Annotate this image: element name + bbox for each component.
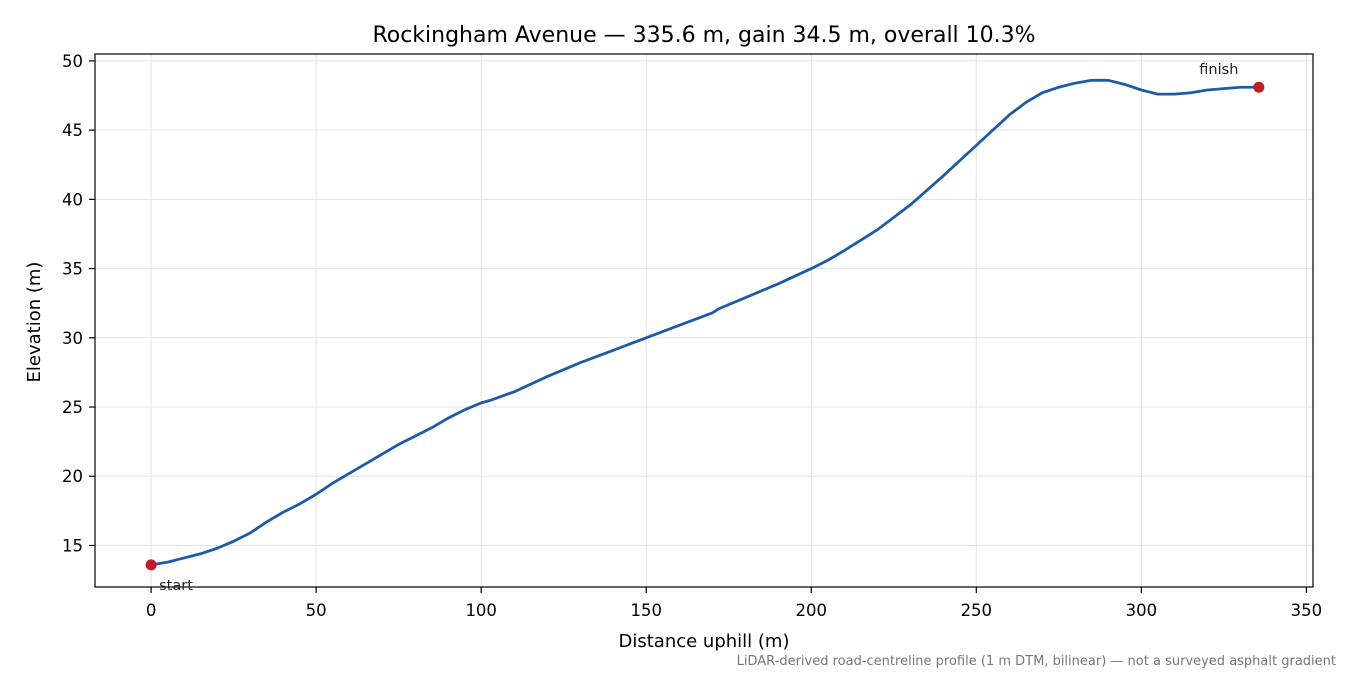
finish-label: finish (1199, 62, 1238, 78)
y-tick-label: 45 (62, 121, 83, 140)
x-tick-label: 300 (1126, 601, 1158, 620)
y-tick-label: 15 (62, 536, 83, 555)
endpoint-markers: start finish (145, 62, 1265, 594)
x-tick-label: 50 (306, 601, 327, 620)
x-tick-label: 0 (146, 601, 157, 620)
start-marker (145, 559, 157, 571)
x-axis-label: Distance uphill (m) (619, 631, 790, 652)
y-tick-label: 35 (62, 260, 83, 279)
y-tick-label: 30 (62, 329, 83, 348)
chart-title: Rockingham Avenue — 335.6 m, gain 34.5 m… (372, 23, 1035, 48)
y-tick-label: 50 (62, 52, 83, 71)
data-source-footnote: LiDAR-derived road-centreline profile (1… (737, 654, 1336, 669)
y-tick-label: 20 (62, 467, 83, 486)
x-tick-label: 250 (961, 601, 993, 620)
gridlines (95, 54, 1313, 587)
y-tick-label: 25 (62, 398, 83, 417)
start-label: start (159, 578, 193, 594)
axis-ticks: 0 50 100 150 200 250 300 350 15 20 25 30 35 40 45 50 (62, 52, 1322, 620)
elevation-profile-line (149, 78, 1261, 567)
x-tick-label: 200 (796, 601, 828, 620)
y-axis-label: Elevation (m) (24, 262, 45, 383)
finish-marker (1253, 81, 1265, 93)
x-tick-label: 350 (1291, 601, 1323, 620)
x-tick-label: 150 (630, 601, 662, 620)
y-tick-label: 40 (62, 190, 83, 209)
plot-area-frame (94, 53, 1314, 588)
x-tick-label: 100 (465, 601, 497, 620)
series-layer (149, 78, 1261, 567)
